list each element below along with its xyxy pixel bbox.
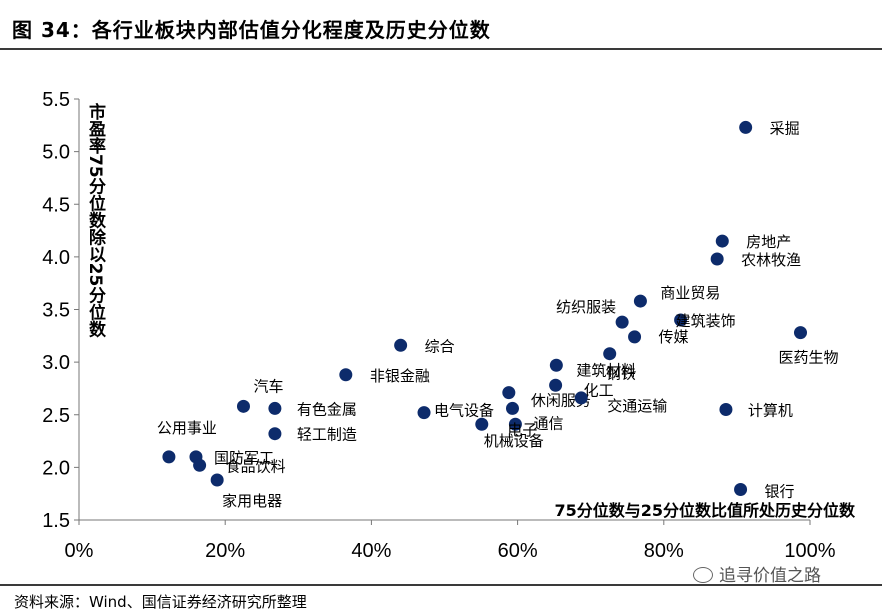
wechat-icon: [693, 567, 713, 583]
point-label: 纺织服装: [556, 298, 616, 316]
x-tick-label: 20%: [205, 540, 245, 562]
point-label: 传媒: [659, 328, 689, 346]
point-label: 汽车: [253, 377, 283, 395]
point-label: 计算机: [748, 401, 793, 419]
data-point: [603, 347, 617, 361]
y-tick-label: 5.0: [42, 142, 70, 164]
x-tick-label: 0%: [65, 540, 94, 562]
y-tick-label: 2.0: [42, 457, 70, 479]
point-label: 医药生物: [778, 349, 838, 367]
point-label: 化工: [584, 381, 614, 399]
data-point: [628, 330, 642, 344]
data-point: [268, 427, 282, 441]
top-rule: [0, 48, 882, 50]
x-axis-title: 75分位数与25分位数比值所处历史分位数: [554, 501, 856, 520]
point-label: 综合: [425, 337, 455, 355]
data-point: [574, 391, 588, 405]
data-point: [549, 358, 563, 372]
data-point: [162, 450, 176, 464]
data-point: [739, 120, 753, 134]
data-point: [505, 401, 519, 415]
data-point: [236, 399, 250, 413]
point-label: 通信: [533, 414, 563, 432]
data-point: [502, 386, 516, 400]
y-tick-label: 5.5: [42, 89, 70, 111]
data-point: [793, 326, 807, 340]
data-point: [710, 252, 724, 266]
watermark: 追寻价值之路: [693, 561, 821, 586]
data-point: [734, 482, 748, 496]
figure-header: 图 34：各行业板块内部估值分化程度及历史分位数: [0, 0, 882, 50]
point-label: 公用事业: [157, 419, 217, 437]
data-point: [549, 378, 563, 392]
source-note: 资料来源：Wind、国信证券经济研究所整理: [14, 593, 307, 611]
x-tick-label: 100%: [784, 540, 835, 562]
data-point: [210, 473, 224, 487]
y-tick-label: 4.0: [42, 247, 70, 269]
point-label: 国防军工: [214, 449, 274, 467]
point-label: 建筑材料: [576, 361, 636, 379]
point-label: 商业贸易: [660, 284, 720, 302]
y-tick-label: 3.5: [42, 300, 70, 322]
point-label: 家用电器: [222, 492, 282, 510]
figure-title: 图 34：各行业板块内部估值分化程度及历史分位数: [12, 18, 491, 42]
point-label: 建筑装饰: [676, 312, 736, 330]
data-point: [193, 458, 207, 472]
data-point: [615, 315, 629, 329]
point-label: 银行: [765, 482, 795, 500]
point-label: 房地产: [746, 233, 791, 251]
data-point: [633, 294, 647, 308]
x-tick-label: 60%: [498, 540, 538, 562]
point-label: 钢铁: [606, 365, 636, 383]
y-axis-title: 市盈率75分位数除以25分位数: [85, 102, 107, 338]
data-point: [268, 401, 282, 415]
y-tick-label: 3.0: [42, 352, 70, 374]
point-label: 非银金融: [370, 367, 430, 385]
bottom-rule: [0, 584, 882, 586]
point-label: 机械设备: [484, 432, 544, 450]
y-tick-label: 2.5: [42, 405, 70, 427]
watermark-text: 追寻价值之路: [719, 566, 821, 586]
y-tick-label: 4.5: [42, 194, 70, 216]
data-point: [715, 234, 729, 248]
x-tick-label: 80%: [644, 540, 684, 562]
point-label: 农林牧渔: [741, 251, 801, 269]
data-point: [508, 417, 522, 431]
point-label: 有色金属: [297, 400, 357, 418]
point-label: 轻工制造: [297, 426, 357, 444]
point-label: 交通运输: [607, 397, 667, 415]
data-point: [719, 402, 733, 416]
data-point: [674, 313, 688, 327]
data-point: [339, 368, 353, 382]
data-point: [417, 406, 431, 420]
point-label: 食品饮料: [226, 457, 286, 475]
y-tick-label: 1.5: [42, 510, 70, 532]
data-point: [475, 417, 489, 431]
data-point: [394, 338, 408, 352]
point-label: 电气设备: [434, 402, 494, 420]
point-label: 电子: [507, 421, 537, 439]
x-tick-label: 40%: [351, 540, 391, 562]
point-label: 采掘: [770, 119, 800, 137]
